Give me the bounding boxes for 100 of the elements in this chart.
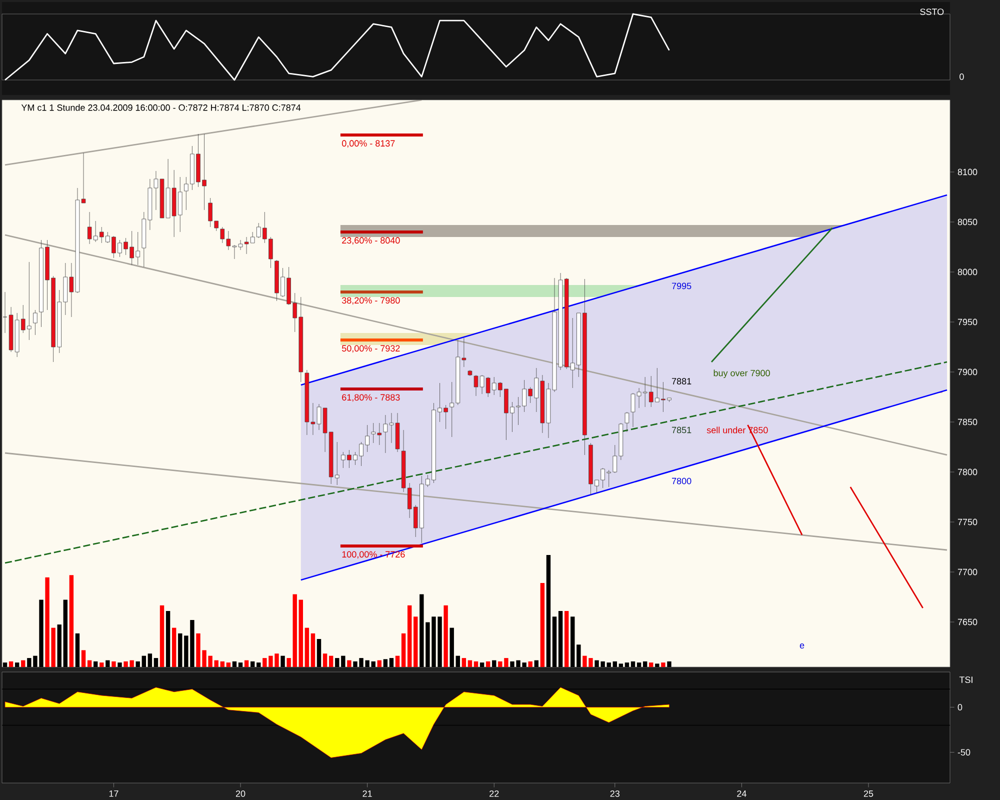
bar	[57, 624, 62, 667]
x-tick-label: 24	[737, 790, 746, 797]
y-tick-label: 8000	[958, 268, 978, 276]
bar	[558, 611, 563, 667]
x-tick-label: 20	[236, 790, 246, 797]
bar	[407, 605, 412, 667]
annotation: 0,00% - 8137	[342, 140, 395, 148]
bar	[136, 661, 140, 667]
bar	[178, 633, 182, 667]
bar	[75, 633, 80, 667]
x-tick-label: 17	[109, 790, 118, 797]
bar	[401, 633, 406, 667]
bar	[492, 660, 496, 667]
y-tick-label: 7900	[958, 368, 978, 376]
bar	[286, 658, 291, 667]
bar	[642, 661, 648, 667]
chart-title: SSTO	[920, 8, 944, 15]
bar	[322, 654, 328, 667]
bar	[142, 656, 146, 667]
y-tick-label: 7650	[958, 618, 978, 626]
bar	[383, 659, 388, 667]
bar	[576, 644, 581, 667]
bar	[112, 661, 116, 667]
bar	[214, 660, 218, 667]
bar	[298, 600, 303, 667]
bar	[244, 660, 249, 667]
bar	[474, 661, 478, 667]
annotation: 38,20% - 7980	[342, 297, 400, 305]
bar	[624, 662, 630, 667]
bar	[444, 605, 448, 667]
bar	[630, 661, 636, 667]
bar	[552, 616, 557, 667]
bar	[292, 594, 297, 667]
bar	[414, 616, 418, 667]
bar	[456, 656, 460, 667]
x-tick-label: 21	[362, 790, 372, 797]
x-tick-label: 25	[864, 790, 874, 797]
bar	[540, 582, 545, 667]
annotation: 100,00% - 7726	[342, 551, 405, 559]
candlestick	[81, 152, 86, 204]
bar	[63, 600, 68, 667]
y-tick-label: 7950	[958, 318, 978, 326]
bar	[462, 658, 466, 667]
bar	[250, 661, 255, 667]
chart-title: YM c1 1 Stunde 23.04.2009 16:00:00 - O:7872 H:7874 L:7870 C:7874	[21, 104, 301, 111]
annotation: e	[800, 644, 804, 648]
annotation: 7995	[672, 282, 692, 290]
candlestick	[624, 412, 630, 432]
bar	[316, 639, 322, 667]
x-tick-label: 22	[490, 790, 499, 797]
bar	[450, 628, 454, 667]
bar	[480, 662, 484, 667]
bar	[667, 661, 672, 667]
bar	[21, 660, 26, 667]
bar	[612, 661, 617, 667]
y-tick-label: 8050	[958, 218, 978, 226]
bar	[395, 656, 400, 667]
bar	[389, 658, 394, 667]
annotation: 61,80% - 7883	[342, 394, 400, 402]
bar	[81, 650, 86, 667]
bar	[69, 575, 74, 667]
candlestick	[33, 310, 38, 336]
candlestick	[2, 292, 8, 334]
bar	[636, 662, 642, 667]
bar	[661, 662, 666, 667]
bar	[655, 664, 660, 667]
bar	[256, 662, 261, 667]
bar	[280, 656, 285, 667]
bar	[93, 661, 98, 667]
bar	[160, 605, 164, 667]
bar	[534, 660, 538, 667]
y-tick-label: -50	[958, 749, 970, 756]
bar	[226, 662, 231, 667]
y-tick-label: 7700	[958, 568, 978, 576]
bar	[618, 664, 624, 667]
x-tick-label: 23	[610, 790, 620, 797]
annotation: buy over 7900	[714, 370, 770, 378]
bar	[14, 662, 20, 667]
y-tick-label: 7800	[958, 468, 978, 476]
y-tick-label: 8100	[958, 168, 978, 176]
bar	[371, 661, 376, 667]
annotation: 50,00% - 7932	[342, 345, 400, 353]
bar	[546, 554, 551, 667]
bar	[238, 662, 243, 667]
bar	[100, 662, 104, 667]
bar	[172, 628, 176, 667]
bar	[570, 616, 575, 667]
bar	[118, 662, 122, 667]
bar	[347, 660, 352, 667]
bar	[220, 661, 224, 667]
bar	[2, 662, 8, 667]
bar	[310, 633, 316, 667]
bar	[486, 661, 490, 667]
annotation: 7851	[672, 426, 692, 434]
bar	[564, 611, 569, 667]
bar	[341, 656, 346, 667]
bar	[106, 660, 110, 667]
bar	[154, 658, 158, 667]
bar	[528, 661, 532, 667]
chart-title: TSI	[959, 676, 972, 683]
